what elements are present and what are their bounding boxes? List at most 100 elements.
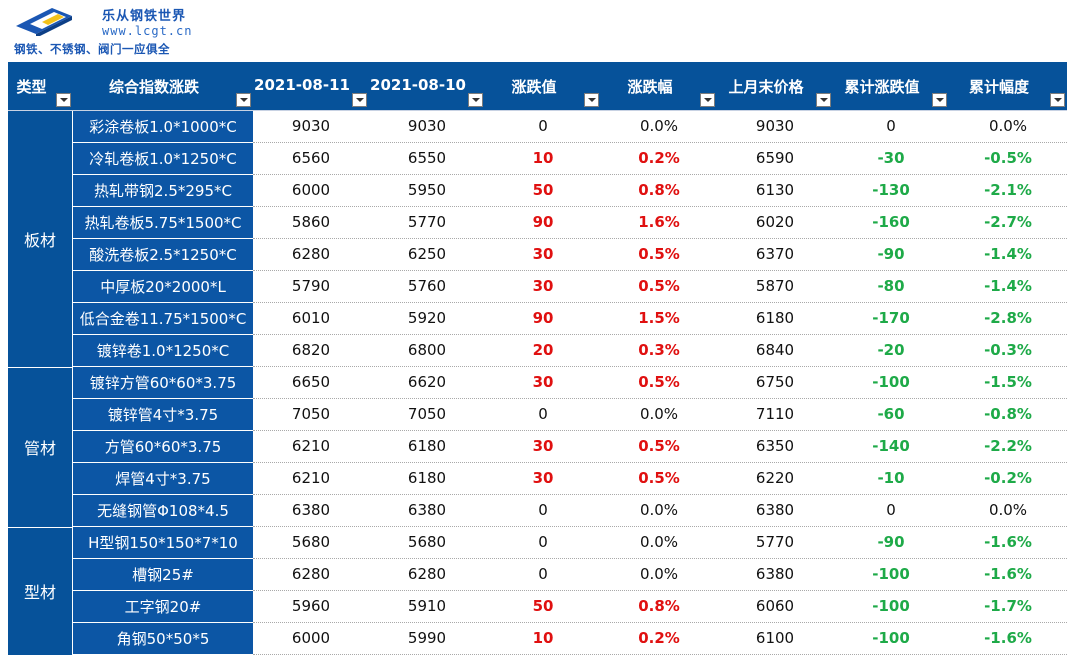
filter-dropdown-icon[interactable] bbox=[468, 93, 483, 107]
cell-cum-change: -100 bbox=[872, 629, 910, 647]
column-header-label: 累计涨跌值 bbox=[844, 78, 920, 96]
group-label: 型材 bbox=[8, 527, 73, 655]
cell-change: 90 bbox=[532, 213, 554, 231]
cell-last-month: 9030 bbox=[755, 117, 795, 135]
cell-change: 90 bbox=[532, 309, 554, 327]
group-label: 管材 bbox=[8, 367, 73, 527]
column-header-label: 2021-08-10 bbox=[370, 76, 466, 94]
cell-last-month: 6020 bbox=[755, 213, 795, 231]
cell-date-1: 6650 bbox=[291, 373, 331, 391]
table-row[interactable]: 热轧带钢2.5*295*C 6000 5950 50 0.8% 6130 -130 -2.1% bbox=[73, 175, 1067, 207]
filter-dropdown-icon[interactable] bbox=[352, 93, 367, 107]
cell-date-2: 6250 bbox=[407, 245, 447, 263]
cell-date-2: 6800 bbox=[407, 341, 447, 359]
cell-item-name: 槽钢25# bbox=[73, 559, 253, 591]
cell-cum-change: 0 bbox=[886, 501, 896, 519]
cell-last-month: 5770 bbox=[755, 533, 795, 551]
table-row[interactable]: 焊管4寸*3.75 6210 6180 30 0.5% 6220 -10 -0.2% bbox=[73, 463, 1067, 495]
filter-dropdown-icon[interactable] bbox=[56, 93, 71, 107]
cell-date-1: 6010 bbox=[291, 309, 331, 327]
cell-change-pct: 0.2% bbox=[638, 629, 680, 647]
table-row[interactable]: 镀锌卷1.0*1250*C 6820 6800 20 0.3% 6840 -20 -0.3% bbox=[73, 335, 1067, 367]
logo-mark-icon bbox=[16, 8, 72, 36]
cell-date-2: 5680 bbox=[407, 533, 447, 551]
row-values: 6000 5950 50 0.8% 6130 -130 -2.1% bbox=[253, 175, 1067, 207]
cell-cum-pct: -1.5% bbox=[984, 373, 1032, 391]
table-row[interactable]: 热轧卷板5.75*1500*C 5860 5770 90 1.6% 6020 -160 -2.… bbox=[73, 207, 1067, 239]
table-header: 类型 综合指数涨跌 2021-08-11 2021-08-10 涨跌值 涨跌幅 … bbox=[8, 62, 1067, 111]
filter-dropdown-icon[interactable] bbox=[816, 93, 831, 107]
cell-change-pct: 0.5% bbox=[638, 277, 680, 295]
table-row[interactable]: 中厚板20*2000*L 5790 5760 30 0.5% 5870 -80 -1.4% bbox=[73, 271, 1067, 303]
column-header-label: 2021-08-11 bbox=[254, 76, 350, 94]
row-values: 5680 5680 0 0.0% 5770 -90 -1.6% bbox=[253, 527, 1067, 559]
filter-dropdown-icon[interactable] bbox=[584, 93, 599, 107]
cell-last-month: 6370 bbox=[755, 245, 795, 263]
row-values: 5790 5760 30 0.5% 5870 -80 -1.4% bbox=[253, 271, 1067, 303]
row-values: 5860 5770 90 1.6% 6020 -160 -2.7% bbox=[253, 207, 1067, 239]
table-row[interactable]: 方管60*60*3.75 6210 6180 30 0.5% 6350 -140 -2.2% bbox=[73, 431, 1067, 463]
column-header-cum-change: 累计涨跌值 bbox=[833, 62, 949, 110]
table-row[interactable]: H型钢150*150*7*10 5680 5680 0 0.0% 5770 -90 -1.6% bbox=[73, 527, 1067, 559]
column-header-label: 涨跌值 bbox=[511, 78, 557, 96]
cell-change-pct: 0.8% bbox=[638, 597, 680, 615]
cell-change-pct: 0.0% bbox=[639, 117, 679, 135]
cell-cum-pct: -0.8% bbox=[984, 405, 1032, 423]
column-header-date-2: 2021-08-10 bbox=[369, 62, 485, 110]
cell-cum-change: -80 bbox=[877, 277, 905, 295]
cell-change-pct: 0.0% bbox=[639, 565, 679, 583]
cell-cum-change: -60 bbox=[877, 405, 905, 423]
brand-logo: 乐从钢铁世界 www.lcgt.cn 钢铁、不锈钢、阀门一应俱全 bbox=[8, 2, 208, 58]
cell-change: 0 bbox=[538, 565, 548, 583]
cell-cum-pct: -1.7% bbox=[984, 597, 1032, 615]
column-header-cum-pct: 累计幅度 bbox=[949, 62, 1067, 110]
cell-date-1: 6560 bbox=[291, 149, 331, 167]
cell-item-name: 角钢50*50*5 bbox=[73, 623, 253, 655]
table-row[interactable]: 无缝钢管Φ108*4.5 6380 6380 0 0.0% 6380 0 0.0% bbox=[73, 495, 1067, 527]
table-row[interactable]: 酸洗卷板2.5*1250*C 6280 6250 30 0.5% 6370 -90 -1.4% bbox=[73, 239, 1067, 271]
row-values: 6650 6620 30 0.5% 6750 -100 -1.5% bbox=[253, 367, 1067, 399]
filter-dropdown-icon[interactable] bbox=[1050, 93, 1065, 107]
cell-change-pct: 0.5% bbox=[638, 437, 680, 455]
brand-name: 乐从钢铁世界 bbox=[102, 9, 187, 24]
cell-cum-pct: -1.6% bbox=[984, 565, 1032, 583]
cell-date-2: 5920 bbox=[407, 309, 447, 327]
cell-cum-change: -90 bbox=[877, 245, 905, 263]
cell-item-name: 彩涂卷板1.0*1000*C bbox=[73, 111, 253, 143]
cell-cum-pct: -2.1% bbox=[984, 181, 1032, 199]
cell-change-pct: 0.3% bbox=[638, 341, 680, 359]
cell-cum-pct: 0.0% bbox=[988, 117, 1028, 135]
cell-change-pct: 0.0% bbox=[639, 501, 679, 519]
column-header-label: 类型 bbox=[16, 78, 47, 96]
cell-item-name: 冷轧卷板1.0*1250*C bbox=[73, 143, 253, 175]
group-label: 板材 bbox=[8, 111, 73, 367]
cell-change: 30 bbox=[532, 469, 554, 487]
cell-change: 0 bbox=[538, 405, 548, 423]
filter-dropdown-icon[interactable] bbox=[700, 93, 715, 107]
table-row[interactable]: 工字钢20# 5960 5910 50 0.8% 6060 -100 -1.7% bbox=[73, 591, 1067, 623]
cell-change-pct: 1.6% bbox=[638, 213, 680, 231]
table-row[interactable]: 冷轧卷板1.0*1250*C 6560 6550 10 0.2% 6590 -30 -0.5% bbox=[73, 143, 1067, 175]
cell-change: 30 bbox=[532, 245, 554, 263]
cell-cum-change: -130 bbox=[872, 181, 910, 199]
table-row[interactable]: 彩涂卷板1.0*1000*C 9030 9030 0 0.0% 9030 0 0.0% bbox=[73, 111, 1067, 143]
table-row[interactable]: 角钢50*50*5 6000 5990 10 0.2% 6100 -100 -1.6% bbox=[73, 623, 1067, 655]
table-row[interactable]: 槽钢25# 6280 6280 0 0.0% 6380 -100 -1.6% bbox=[73, 559, 1067, 591]
filter-dropdown-icon[interactable] bbox=[932, 93, 947, 107]
cell-change: 0 bbox=[538, 533, 548, 551]
cell-change: 10 bbox=[532, 149, 554, 167]
row-values: 6280 6250 30 0.5% 6370 -90 -1.4% bbox=[253, 239, 1067, 271]
table-row[interactable]: 镀锌方管60*60*3.75 6650 6620 30 0.5% 6750 -100 -1.5… bbox=[73, 367, 1067, 399]
cell-change: 0 bbox=[538, 501, 548, 519]
row-values: 6210 6180 30 0.5% 6350 -140 -2.2% bbox=[253, 431, 1067, 463]
table-row[interactable]: 低合金卷11.75*1500*C 6010 5920 90 1.5% 6180 -170 -2… bbox=[73, 303, 1067, 335]
cell-cum-pct: -0.5% bbox=[984, 149, 1032, 167]
cell-last-month: 6060 bbox=[755, 597, 795, 615]
table-row[interactable]: 镀锌管4寸*3.75 7050 7050 0 0.0% 7110 -60 -0.8% bbox=[73, 399, 1067, 431]
cell-change-pct: 1.5% bbox=[638, 309, 680, 327]
filter-dropdown-icon[interactable] bbox=[236, 93, 251, 107]
cell-item-name: 焊管4寸*3.75 bbox=[73, 463, 253, 495]
cell-cum-pct: -2.2% bbox=[984, 437, 1032, 455]
cell-date-2: 6180 bbox=[407, 437, 447, 455]
cell-cum-change: -30 bbox=[877, 149, 905, 167]
